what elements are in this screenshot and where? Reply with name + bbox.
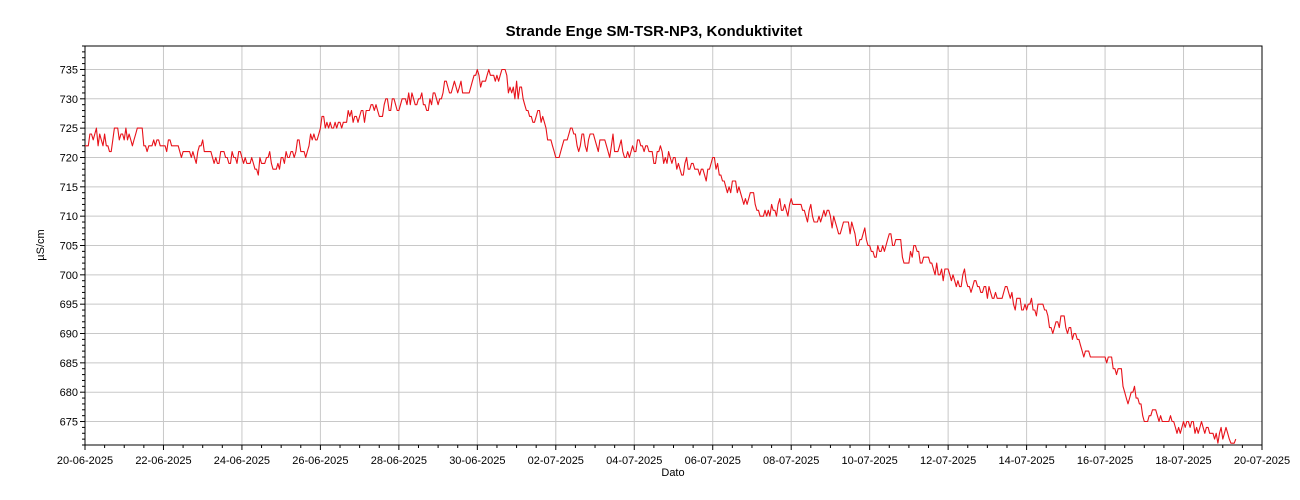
x-tick-label: 18-07-2025 <box>1155 455 1211 467</box>
x-tick-label: 20-06-2025 <box>57 455 113 467</box>
x-axis: 20-06-2025 22-06-2025 24-06-2025 26-06-2025… <box>57 445 1290 467</box>
x-tick-label: 28-06-2025 <box>371 455 427 467</box>
y-tick-label: 735 <box>60 64 78 76</box>
x-tick-label: 02-07-2025 <box>528 455 584 467</box>
x-tick-label: 24-06-2025 <box>214 455 270 467</box>
x-tick-label: 16-07-2025 <box>1077 455 1133 467</box>
x-tick-label: 14-07-2025 <box>998 455 1054 467</box>
y-tick-label: 730 <box>60 94 78 106</box>
y-axis: 675 680 685 690 695 700 705 710 715 720 725 730 735 <box>60 45 85 446</box>
x-tick-label: 04-07-2025 <box>606 455 662 467</box>
x-tick-label: 12-07-2025 <box>920 455 976 467</box>
series-line <box>85 68 1237 444</box>
y-tick-label: 720 <box>60 152 78 164</box>
y-tick-label: 710 <box>60 211 78 223</box>
x-tick-label: 20-07-2025 <box>1234 455 1290 467</box>
chart-title: Strande Enge SM-TSR-NP3, Konduktivitet <box>506 23 803 40</box>
y-tick-label: 715 <box>60 182 78 194</box>
y-tick-label: 680 <box>60 387 78 399</box>
y-tick-label: 705 <box>60 241 78 253</box>
x-tick-label: 08-07-2025 <box>763 455 819 467</box>
grid <box>85 46 1262 445</box>
x-tick-label: 10-07-2025 <box>842 455 898 467</box>
y-tick-label: 690 <box>60 329 78 341</box>
y-tick-label: 700 <box>60 270 78 282</box>
x-tick-label: 26-06-2025 <box>292 455 348 467</box>
x-tick-label: 06-07-2025 <box>685 455 741 467</box>
y-tick-label: 725 <box>60 123 78 135</box>
x-tick-label: 22-06-2025 <box>135 455 191 467</box>
x-tick-label: 30-06-2025 <box>449 455 505 467</box>
y-axis-label: µS/cm <box>35 229 47 260</box>
y-tick-label: 695 <box>60 299 78 311</box>
x-axis-label: Dato <box>661 467 684 479</box>
y-tick-label: 675 <box>60 417 78 429</box>
y-tick-label: 685 <box>60 358 78 370</box>
